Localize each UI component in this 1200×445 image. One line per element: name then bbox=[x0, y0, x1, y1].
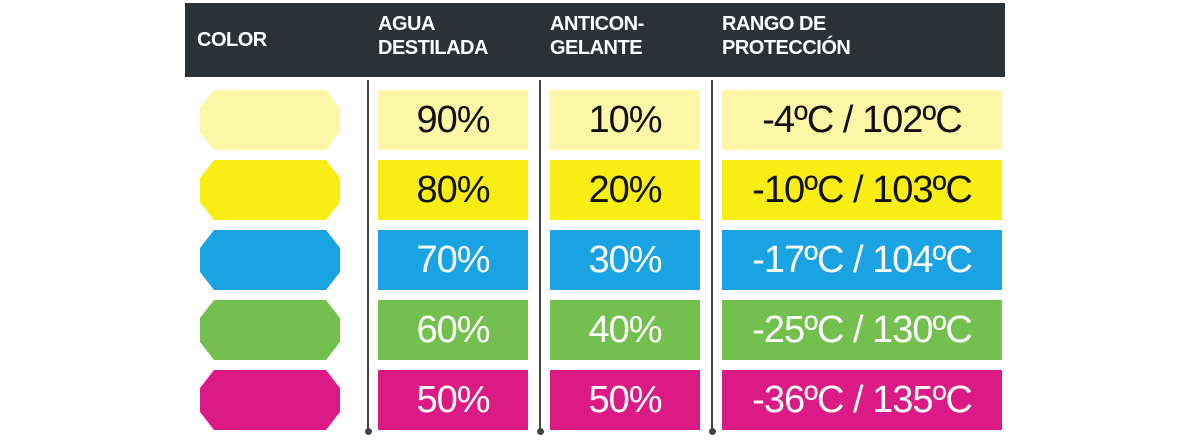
header-line: ANTICON- bbox=[550, 13, 644, 35]
header-line: COLOR bbox=[197, 29, 267, 51]
column-header: RANGO DE PROTECCIÓN bbox=[722, 12, 851, 60]
table-cell: -36ºC / 135ºC bbox=[722, 370, 1002, 430]
header-line: DESTILADA bbox=[378, 37, 488, 59]
column-header: COLOR bbox=[197, 28, 267, 52]
table-cell: 30% bbox=[550, 230, 700, 290]
table-cell: 10% bbox=[550, 90, 700, 150]
color-swatch bbox=[200, 300, 340, 360]
table-cell: 50% bbox=[378, 370, 528, 430]
divider bbox=[539, 80, 541, 432]
table-cell: 80% bbox=[378, 160, 528, 220]
table-cell: -17ºC / 104ºC bbox=[722, 230, 1002, 290]
header-line: GELANTE bbox=[550, 37, 643, 59]
table-cell: 90% bbox=[378, 90, 528, 150]
color-swatch bbox=[200, 90, 340, 150]
table-cell: -10ºC / 103ºC bbox=[722, 160, 1002, 220]
table-cell: 50% bbox=[550, 370, 700, 430]
column-header: ANTICON- GELANTE bbox=[550, 12, 644, 60]
color-swatch bbox=[200, 370, 340, 430]
table-cell: 60% bbox=[378, 300, 528, 360]
column-header: AGUA DESTILADA bbox=[378, 12, 488, 60]
divider bbox=[711, 80, 713, 432]
header-bar bbox=[185, 3, 1005, 77]
table-cell: 70% bbox=[378, 230, 528, 290]
divider-dot bbox=[365, 428, 372, 435]
table-cell: -25ºC / 130ºC bbox=[722, 300, 1002, 360]
divider-dot bbox=[709, 428, 716, 435]
header-line: PROTECCIÓN bbox=[722, 37, 851, 59]
table-cell: 40% bbox=[550, 300, 700, 360]
color-swatch bbox=[200, 160, 340, 220]
table-cell: 20% bbox=[550, 160, 700, 220]
divider bbox=[367, 80, 369, 432]
table-cell: -4ºC / 102ºC bbox=[722, 90, 1002, 150]
header-line: AGUA bbox=[378, 13, 435, 35]
divider-dot bbox=[537, 428, 544, 435]
header-line: RANGO DE bbox=[722, 13, 826, 35]
color-swatch bbox=[200, 230, 340, 290]
